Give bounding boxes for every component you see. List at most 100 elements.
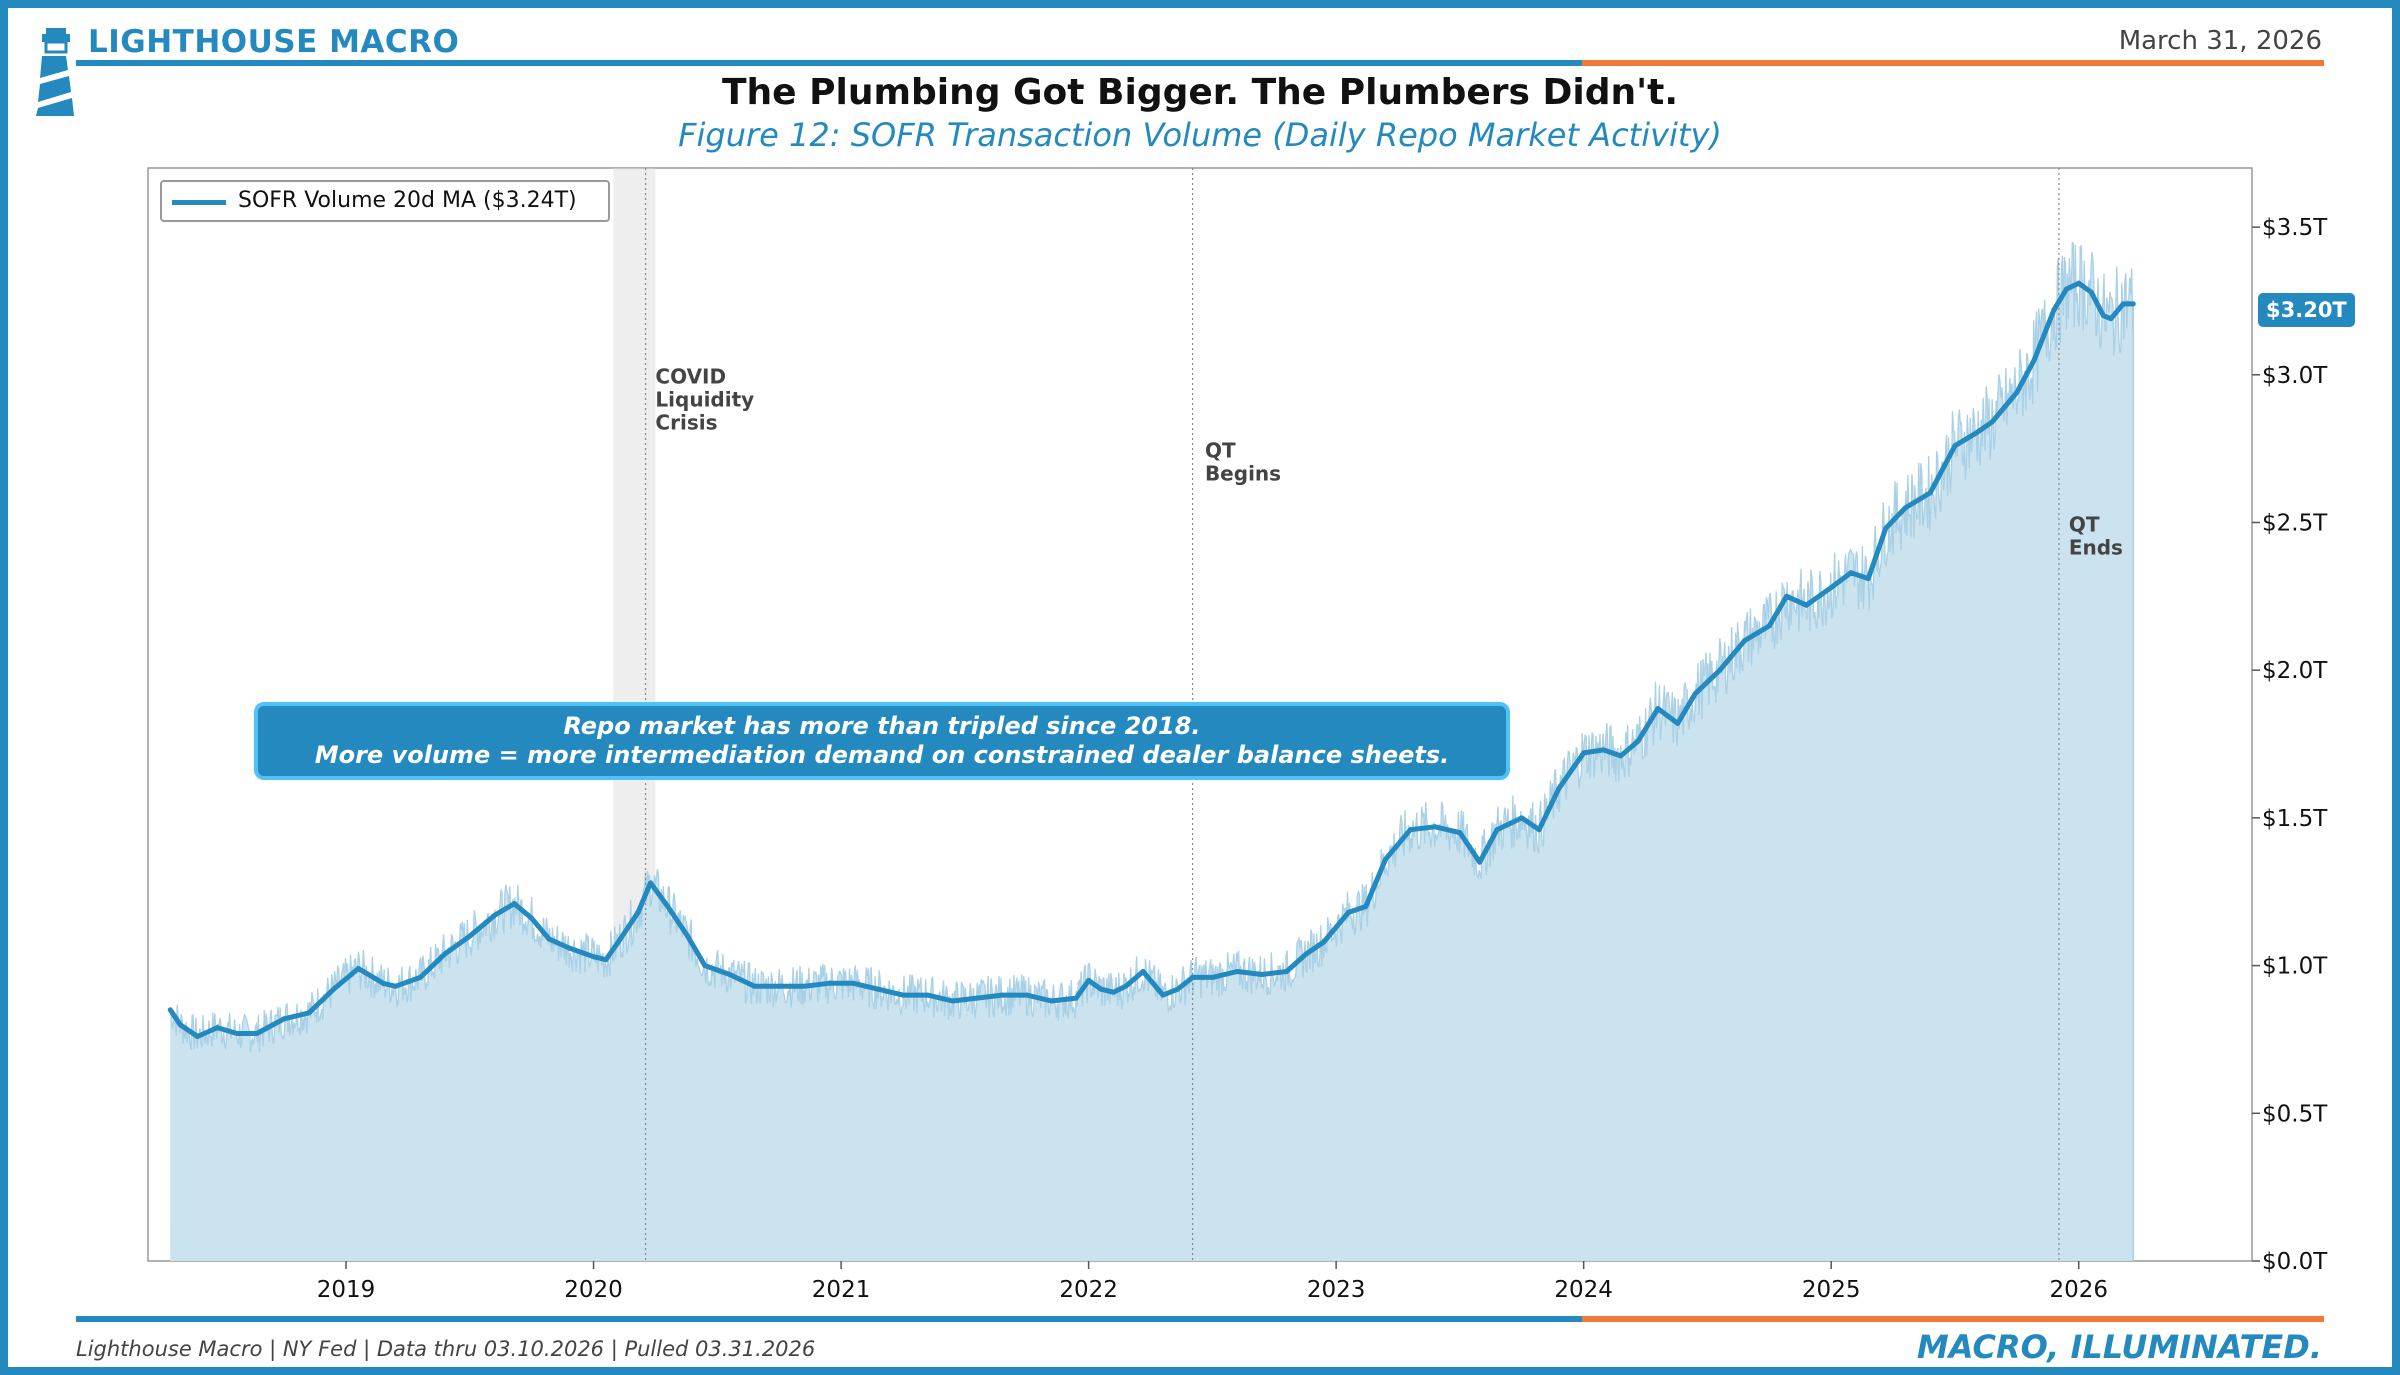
ma-data-point bbox=[776, 983, 782, 989]
ma-data-point bbox=[1803, 602, 1809, 608]
ma-data-point bbox=[2063, 286, 2069, 292]
x-tick-label: 2021 bbox=[812, 1277, 871, 1303]
ma-data-point bbox=[234, 1031, 240, 1037]
ma-data-point bbox=[1494, 827, 1500, 833]
ma-data-point bbox=[1675, 720, 1681, 726]
ma-data-point bbox=[1284, 969, 1290, 975]
ma-data-point bbox=[591, 954, 597, 960]
ma-data-point bbox=[1175, 986, 1181, 992]
ma-data-point bbox=[417, 974, 423, 980]
last-value-badge: $3.20T bbox=[2258, 293, 2355, 327]
callout-line-2: More volume = more intermediation demand… bbox=[314, 741, 1450, 769]
annotation-0-line-0: COVID bbox=[655, 365, 726, 389]
ma-data-point bbox=[1073, 995, 1079, 1001]
ma-data-point bbox=[1190, 974, 1196, 980]
ma-data-point bbox=[2130, 301, 2136, 307]
ma-data-point bbox=[281, 1016, 287, 1022]
y-tick-label: $2.5T bbox=[2262, 510, 2328, 536]
ma-data-point bbox=[1477, 859, 1483, 865]
ma-data-point bbox=[2108, 316, 2114, 322]
ma-data-point bbox=[1123, 983, 1129, 989]
ma-data-point bbox=[2100, 313, 2106, 319]
source-note: Lighthouse Macro | NY Fed | Data thru 03… bbox=[76, 1337, 816, 1361]
ma-data-point bbox=[1048, 998, 1054, 1004]
top-rule-orange bbox=[1582, 60, 2324, 66]
ma-data-point bbox=[1321, 939, 1327, 945]
ma-data-point bbox=[1024, 992, 1030, 998]
ma-data-point bbox=[1259, 971, 1265, 977]
ma-data-point bbox=[1618, 753, 1624, 759]
chart-subtitle: Figure 12: SOFR Transaction Volume (Dail… bbox=[678, 116, 1722, 154]
ma-data-point bbox=[1883, 525, 1889, 531]
ma-data-point bbox=[467, 933, 473, 939]
x-tick-label: 2020 bbox=[564, 1277, 623, 1303]
annotation-1-line-1: Begins bbox=[1205, 461, 1281, 485]
ma-data-point bbox=[900, 992, 906, 998]
ma-data-point bbox=[685, 933, 691, 939]
ma-data-point bbox=[925, 992, 931, 998]
daily-volume-line bbox=[169, 241, 2134, 1053]
ma-data-point bbox=[665, 904, 671, 910]
ma-data-point bbox=[546, 936, 552, 942]
ma-data-point bbox=[1952, 443, 1958, 449]
volume-area-fill bbox=[170, 242, 2133, 1261]
ma-data-point bbox=[999, 992, 1005, 998]
x-tick-label: 2024 bbox=[1554, 1277, 1613, 1303]
ma-data-point bbox=[380, 980, 386, 986]
ma-data-point bbox=[393, 983, 399, 989]
annotation-0-line-1: Liquidity bbox=[655, 388, 754, 412]
bottom-rule-orange bbox=[1582, 1316, 2324, 1322]
tagline: MACRO, ILLUMINATED. bbox=[1916, 1328, 2322, 1366]
ma-data-point bbox=[331, 986, 337, 992]
ma-data-point bbox=[2014, 390, 2020, 396]
y-tick-label: $3.0T bbox=[2262, 363, 2328, 389]
ma-data-point bbox=[167, 1007, 173, 1013]
ma-data-point bbox=[2031, 357, 2037, 363]
ma-data-point bbox=[1635, 738, 1641, 744]
ma-data-point bbox=[1902, 505, 1908, 511]
annotation-2-line-0: QT bbox=[2069, 512, 2100, 536]
ma-data-point bbox=[442, 951, 448, 957]
ma-data-point bbox=[1457, 830, 1463, 836]
ma-data-point bbox=[492, 912, 498, 918]
annotation-0-line-2: Crisis bbox=[655, 411, 717, 435]
y-tick-label: $3.5T bbox=[2262, 215, 2328, 241]
ma-data-point bbox=[1972, 431, 1978, 437]
ma-data-point bbox=[355, 966, 361, 972]
ma-data-point bbox=[1363, 904, 1369, 910]
ma-data-point bbox=[1303, 951, 1309, 957]
ma-data-point bbox=[949, 998, 955, 1004]
brand-name: LIGHTHOUSE MACRO bbox=[88, 24, 460, 60]
ma-data-point bbox=[1556, 785, 1562, 791]
x-tick-label: 2023 bbox=[1307, 1277, 1366, 1303]
top-rule-blue bbox=[76, 60, 1582, 66]
ma-data-point bbox=[195, 1033, 201, 1039]
y-tick-label: $2.0T bbox=[2262, 658, 2328, 684]
ma-data-point bbox=[214, 1025, 220, 1031]
x-tick-label: 2025 bbox=[1802, 1277, 1861, 1303]
ma-data-point bbox=[306, 1010, 312, 1016]
ma-data-point bbox=[1086, 977, 1092, 983]
x-tick-label: 2022 bbox=[1059, 1277, 1118, 1303]
ma-data-point bbox=[974, 995, 980, 1001]
ma-data-point bbox=[1140, 969, 1146, 975]
ma-data-point bbox=[1110, 989, 1116, 995]
ma-data-point bbox=[1234, 969, 1240, 975]
ma-data-point bbox=[1600, 747, 1606, 753]
ma-data-point bbox=[1865, 576, 1871, 582]
ma-data-point bbox=[1209, 974, 1215, 980]
ma-data-point bbox=[1848, 570, 1854, 576]
ma-data-point bbox=[1407, 827, 1413, 833]
ma-data-point bbox=[1655, 706, 1661, 712]
chart-legend: SOFR Volume 20d MA ($3.24T) bbox=[160, 180, 610, 222]
y-tick-label: $1.0T bbox=[2262, 954, 2328, 980]
ma-data-point bbox=[254, 1031, 260, 1037]
ma-data-point bbox=[511, 901, 517, 907]
ma-data-point bbox=[566, 945, 572, 951]
ma-data-point bbox=[801, 983, 807, 989]
ma-data-point bbox=[635, 909, 641, 915]
ma-data-point bbox=[1989, 419, 1995, 425]
annotation-2-line-1: Ends bbox=[2069, 535, 2123, 559]
ma-data-point bbox=[1717, 667, 1723, 673]
ma-data-point bbox=[1383, 856, 1389, 862]
